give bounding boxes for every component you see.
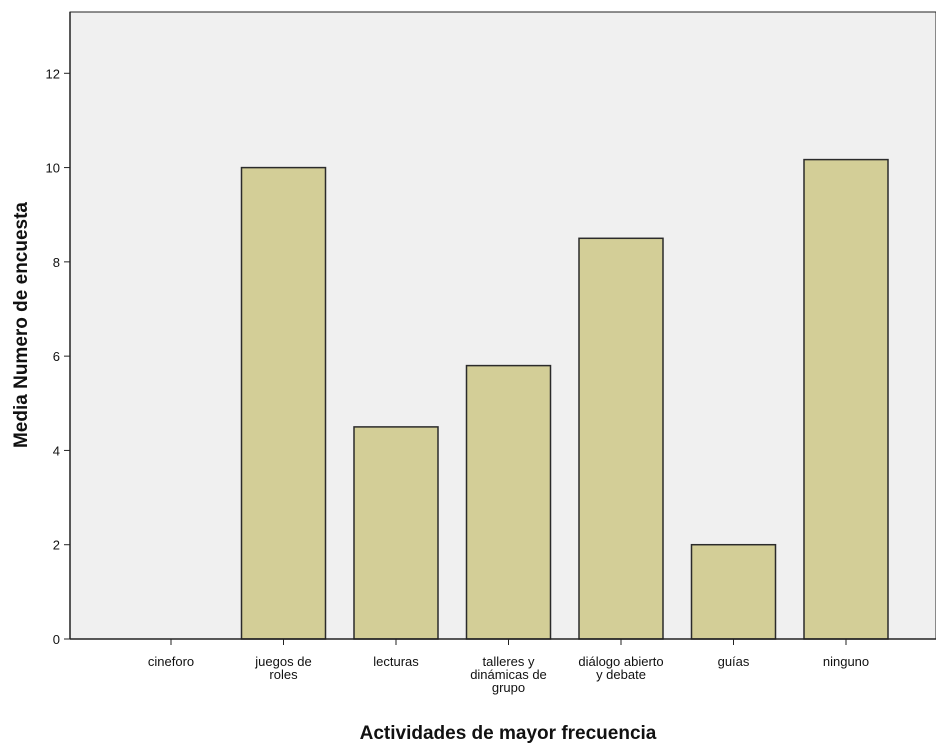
bar-7 [803, 158, 889, 640]
y-tick-label: 6 [53, 349, 60, 364]
y-axis: 0 2 4 6 8 10 12 [46, 12, 71, 647]
x-axis: cineforo juegos de roles lecturas talleres y… [70, 638, 936, 695]
x-tick-label: ninguno [823, 654, 869, 669]
y-tick-label: 0 [53, 632, 60, 647]
bar-5 [578, 237, 664, 640]
bar-2 [240, 166, 327, 640]
x-axis-title: Actividades de mayor frecuencia [360, 723, 657, 744]
y-tick-label: 2 [53, 538, 60, 553]
y-tick-label: 4 [53, 443, 60, 458]
x-tick-label: guías [718, 654, 750, 669]
bar-4 [465, 364, 552, 640]
x-tick-label: talleres y dinámicas de grupo [470, 654, 547, 695]
bar-3 [353, 426, 439, 640]
bars-group [240, 158, 889, 640]
y-tick-label: 12 [46, 66, 60, 81]
x-tick-label: juegos de roles [254, 654, 311, 682]
bar-6 [690, 543, 777, 640]
y-tick-label: 8 [53, 255, 60, 270]
y-tick-label: 10 [46, 161, 60, 176]
y-axis-title: Media Numero de encuesta [11, 202, 32, 448]
x-tick-label: cineforo [148, 654, 194, 669]
x-tick-label: diálogo abierto y debate [578, 654, 663, 682]
x-tick-label: lecturas [373, 654, 419, 669]
